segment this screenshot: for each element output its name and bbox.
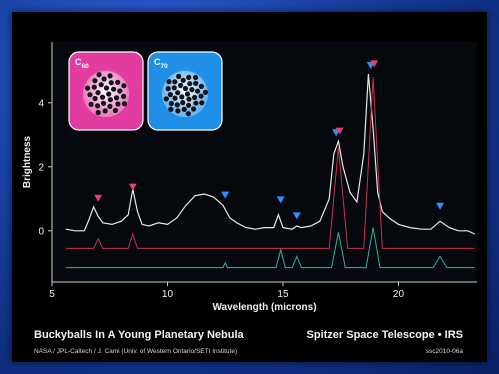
peak-marker-10 [436, 202, 445, 210]
x-axis-label: Wavelength (microns) [212, 302, 316, 313]
peak-marker-9 [370, 60, 379, 68]
carbon-atom [181, 106, 187, 112]
carbon-atom [107, 97, 113, 103]
carbon-atom [198, 83, 204, 89]
carbon-atom [166, 79, 172, 85]
carbon-atom [85, 85, 91, 91]
spectrum-series-2 [65, 77, 475, 249]
molecule-inset-c70: C70 [147, 51, 223, 131]
carbon-atom [95, 103, 101, 109]
carbon-atom [121, 101, 127, 107]
carbon-atom [180, 100, 186, 106]
peak-marker-7 [335, 127, 344, 135]
carbon-atom [92, 95, 98, 102]
carbon-atom [111, 86, 117, 92]
carbon-atom [96, 72, 102, 78]
carbon-atom [184, 91, 191, 97]
carbon-atom [113, 95, 120, 101]
peak-marker-2 [128, 183, 137, 191]
carbon-atom [103, 85, 110, 91]
spectrum-series-3 [65, 227, 475, 269]
figure-credit: NASA / JPL-Caltech / J. Cami (Univ. of W… [34, 348, 238, 355]
carbon-atom [192, 94, 198, 101]
peak-marker-5 [292, 212, 301, 220]
carbon-atom [186, 74, 192, 80]
y-tick-label: 2 [38, 162, 44, 173]
carbon-atom [95, 90, 101, 96]
carbon-atom [174, 102, 180, 108]
spectrum-series-1 [65, 73, 475, 235]
carbon-atom [91, 84, 97, 90]
carbon-atom [121, 93, 127, 99]
carbon-atom [189, 87, 195, 93]
x-tick-label: 15 [277, 289, 289, 300]
spectrum-chart: 5 10 15 20 0 2 4 Wavelength (microns) Brightness… [22, 42, 477, 313]
carbon-atom [107, 73, 113, 79]
carbon-atom [193, 100, 199, 106]
carbon-atom [165, 86, 171, 92]
carbon-atom [195, 88, 201, 94]
carbon-atom [187, 81, 193, 87]
carbon-atom [92, 78, 98, 84]
carbon-atom [108, 80, 114, 86]
image-id: ssc2010-06a [425, 348, 463, 355]
carbon-atom [106, 91, 112, 97]
carbon-atom [185, 111, 191, 117]
carbon-atom [112, 107, 118, 114]
y-axis-label: Brightness [22, 135, 33, 188]
carbon-atom [175, 108, 181, 114]
molecule-inset-c60: C60 [68, 51, 144, 131]
mission-label: Spitzer Space Telescope • IRS [306, 329, 463, 341]
peak-marker-4 [276, 196, 285, 204]
peak-marker-1 [94, 194, 103, 202]
carbon-atom [100, 100, 107, 106]
carbon-atom [107, 103, 113, 109]
carbon-atom [167, 92, 173, 98]
carbon-atom [115, 79, 121, 85]
carbon-atom [172, 95, 178, 101]
carbon-atom [199, 100, 205, 106]
carbon-atom [102, 108, 108, 114]
carbon-atom [101, 76, 107, 82]
carbon-atom [175, 90, 181, 96]
peak-marker-3 [221, 191, 230, 199]
carbon-atom [168, 106, 174, 112]
carbon-atom [172, 79, 178, 85]
carbon-atom [180, 77, 186, 83]
carbon-atom [182, 85, 189, 92]
carbon-atom [202, 89, 209, 95]
carbon-atom [98, 82, 104, 88]
carbon-atom [171, 85, 177, 91]
carbon-atom [198, 93, 204, 99]
carbon-atom [117, 88, 123, 94]
carbon-atom [88, 101, 94, 107]
carbon-atom [186, 96, 192, 102]
carbon-atom [163, 96, 169, 102]
carbon-atom [191, 106, 197, 112]
carbon-atom [193, 74, 199, 81]
carbon-atom [168, 100, 174, 107]
carbon-atom [115, 101, 121, 107]
carbon-atom [193, 80, 199, 86]
carbon-atom [87, 92, 93, 98]
carbon-atom [95, 109, 101, 116]
x-tick-label: 10 [162, 289, 174, 300]
figure-title: Buckyballs In A Young Planetary Nebula [34, 329, 244, 341]
x-tick-label: 5 [49, 289, 55, 300]
x-tick-label: 20 [393, 289, 405, 300]
molecule-box [68, 51, 144, 131]
y-tick-label: 4 [38, 98, 44, 109]
carbon-atom [121, 83, 127, 89]
carbon-atom [176, 73, 182, 79]
carbon-atom [178, 82, 184, 89]
carbon-atom [186, 102, 192, 108]
carbon-atom [99, 94, 106, 100]
figure-panel: 5 10 15 20 0 2 4 Wavelength (microns) Brightness… [12, 12, 487, 362]
y-tick-label: 0 [38, 226, 44, 237]
carbon-atom [179, 94, 185, 100]
